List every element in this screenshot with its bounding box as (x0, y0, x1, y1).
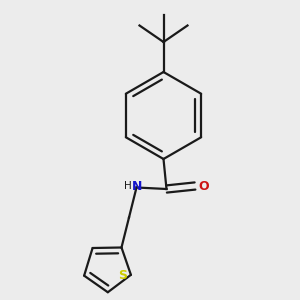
Text: N: N (132, 180, 142, 193)
Text: O: O (198, 179, 209, 193)
Text: S: S (118, 269, 127, 282)
Text: H: H (124, 181, 131, 191)
